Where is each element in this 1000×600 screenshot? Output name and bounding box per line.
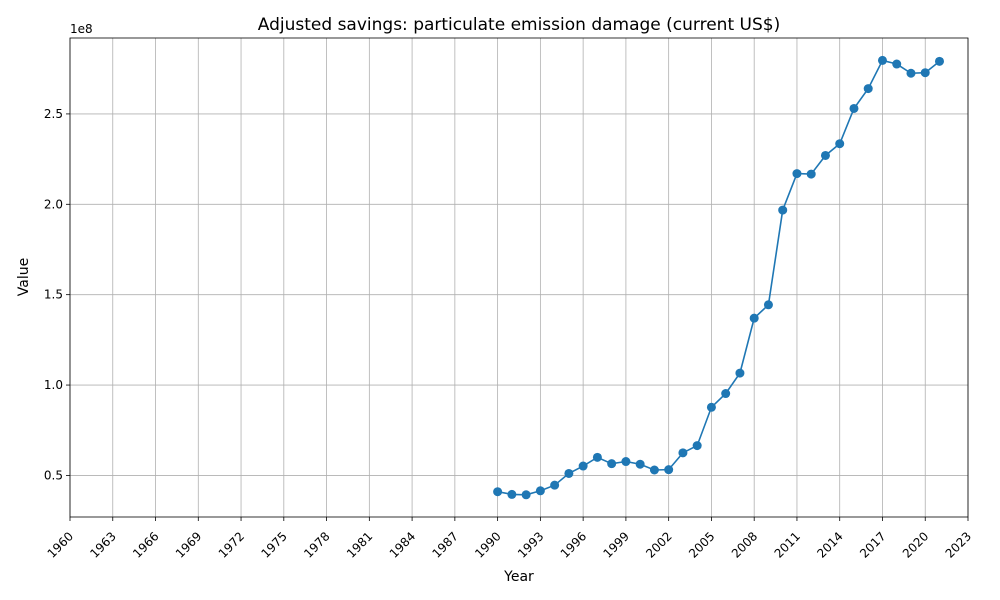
x-tick-label: 1978 [301,529,332,560]
x-tick-label: 1999 [601,529,632,560]
data-point [535,486,545,496]
data-point [564,468,574,478]
x-tick-label: 2014 [814,529,845,560]
data-point [607,459,617,469]
data-point [863,84,873,94]
y-axis-offset-label: 1e8 [70,22,93,36]
x-tick-label: 1966 [130,529,161,560]
x-tick-label: 1990 [472,529,503,560]
data-series [493,55,944,500]
data-point [721,389,731,399]
data-point [635,459,645,469]
data-point [820,150,830,160]
data-point [763,300,773,310]
x-tick-label: 2017 [857,529,888,560]
x-tick-label: 2023 [943,529,974,560]
data-point [550,480,560,490]
data-point [735,368,745,378]
data-point [877,55,887,65]
x-tick-label: 2011 [772,529,803,560]
x-tick-label: 1996 [558,529,589,560]
y-tick-label: 2.5 [44,107,63,121]
x-tick-label: 2002 [643,529,674,560]
x-tick-label: 1972 [216,529,247,560]
x-tick-label: 1984 [387,529,418,560]
data-point [792,169,802,179]
data-point [664,465,674,475]
y-tick-label: 1.5 [44,288,63,302]
grid [69,38,969,517]
x-tick-label: 2020 [900,529,931,560]
data-point [621,457,631,467]
x-tick-label: 1963 [87,529,118,560]
data-point [493,487,503,497]
data-point [849,103,859,113]
y-tick-label: 1.0 [44,378,63,392]
data-point [934,56,944,66]
chart-title: Adjusted savings: particulate emission d… [258,15,780,35]
data-point [706,402,716,412]
data-point [806,169,816,179]
x-tick-label: 2008 [729,529,760,560]
x-tick-label: 1975 [258,529,289,560]
data-point [649,465,659,475]
x-tick-label: 1987 [429,529,460,560]
data-point [892,59,902,69]
plot-frame [69,37,969,518]
y-tick-label: 2.0 [44,197,63,211]
x-tick-label: 1993 [515,529,546,560]
data-point [692,441,702,451]
x-tick-label: 1969 [173,529,204,560]
x-axis: 1960 1963 1966 1969 1972 1975 1978 1981 1984 1987… [45,517,974,561]
x-tick-label: 1960 [45,529,76,560]
data-point [778,205,788,215]
data-point [835,139,845,149]
data-point [507,489,517,499]
x-tick-label: 2005 [686,529,717,560]
data-point [749,313,759,323]
y-axis: 0.5 1.0 1.5 2.0 2.5 [44,107,70,482]
data-point [920,68,930,78]
x-tick-label: 1981 [344,529,375,560]
data-point [521,490,531,500]
x-axis-label: Year [503,569,534,585]
data-point [578,461,588,471]
series-line [497,59,940,496]
data-point [592,452,602,462]
y-axis-label: Value [16,258,32,296]
y-tick-label: 0.5 [44,468,63,482]
data-point [678,448,688,458]
data-point [906,68,916,78]
